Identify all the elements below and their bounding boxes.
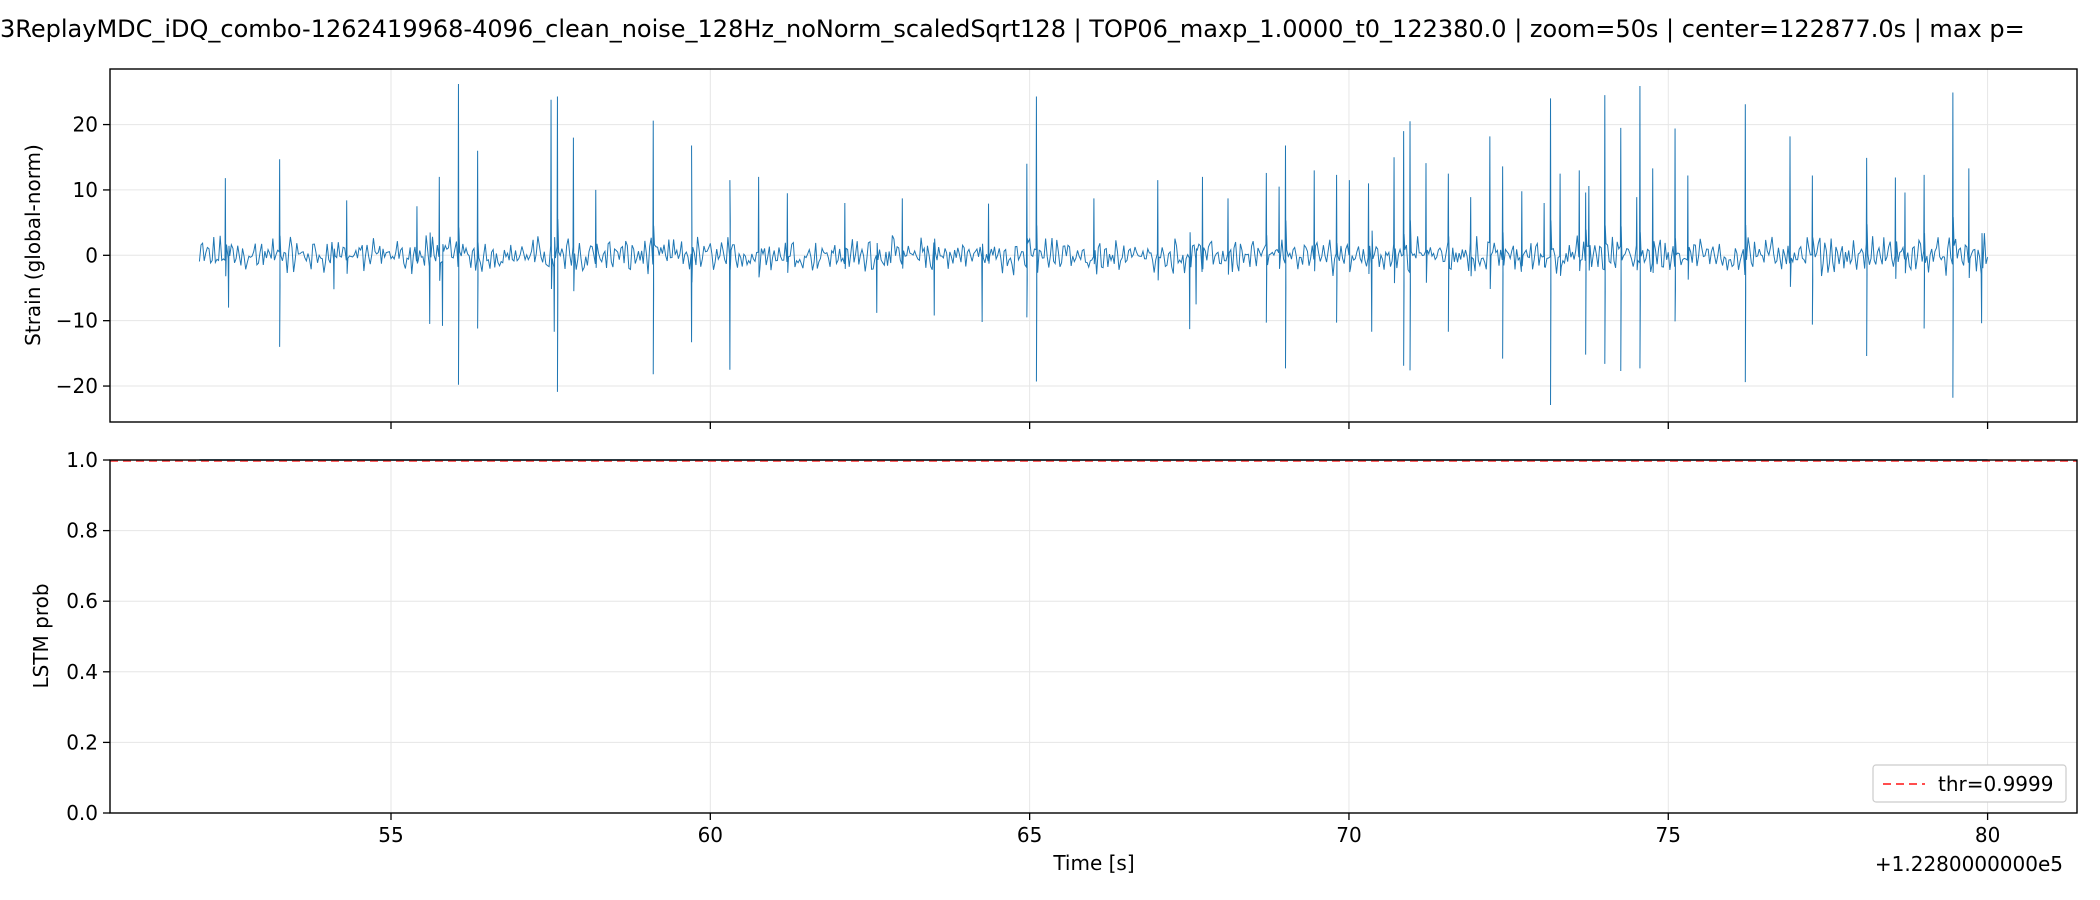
probability-panel: 55 60 65 70 75 80 0.0 0.2 0.4 0.6 0.8 1.0 LSTM prob… <box>29 448 2078 847</box>
legend: thr=0.9999 <box>1872 764 2067 803</box>
strain-panel: −20 −10 0 10 20 Strain (global-norm) <box>21 68 2078 429</box>
strain-y-tick-label: 10 <box>73 178 98 202</box>
strain-y-tick-label: 0 <box>85 243 98 267</box>
probability-y-tick-label: 0.2 <box>66 730 98 754</box>
strain-plot-area <box>198 84 1989 406</box>
legend-box <box>1872 764 2067 803</box>
strain-y-tick-label: −10 <box>56 309 98 333</box>
probability-x-tick-label: 70 <box>1336 823 1361 847</box>
strain-y-tick-label: 20 <box>73 113 98 137</box>
probability-y-tick-label: 0.4 <box>66 660 98 684</box>
probability-x-tick-label: 80 <box>1975 823 2000 847</box>
chart-title: 3ReplayMDC_iDQ_combo-1262419968-4096_cle… <box>0 15 2025 43</box>
strain-series-line <box>198 84 1989 406</box>
probability-x-tick-label: 65 <box>1017 823 1042 847</box>
probability-grid <box>110 459 2077 814</box>
probability-axes-frame <box>109 459 2078 814</box>
probability-y-tick-label: 0.0 <box>66 801 98 825</box>
probability-x-tick-label: 60 <box>698 823 723 847</box>
probability-y-tick-label: 1.0 <box>66 448 98 472</box>
probability-ylabel: LSTM prob <box>29 583 53 688</box>
x-offset-label: +1.2280000000e5 <box>1875 852 2063 876</box>
legend-threshold-label: thr=0.9999 <box>1938 772 2053 796</box>
strain-ylabel: Strain (global-norm) <box>21 144 45 346</box>
probability-x-tick-label: 75 <box>1656 823 1681 847</box>
strain-y-tick-label: −20 <box>56 374 98 398</box>
strain-ticks: −20 −10 0 10 20 <box>56 113 1989 429</box>
x-axis-label: Time [s] <box>1052 851 1134 875</box>
strain-axes-frame <box>109 68 2078 423</box>
probability-x-tick-label: 55 <box>378 823 403 847</box>
probability-y-tick-label: 0.6 <box>66 589 98 613</box>
probability-ticks: 55 60 65 70 75 80 0.0 0.2 0.4 0.6 0.8 1.0 <box>66 448 2000 847</box>
probability-y-tick-label: 0.8 <box>66 519 98 543</box>
